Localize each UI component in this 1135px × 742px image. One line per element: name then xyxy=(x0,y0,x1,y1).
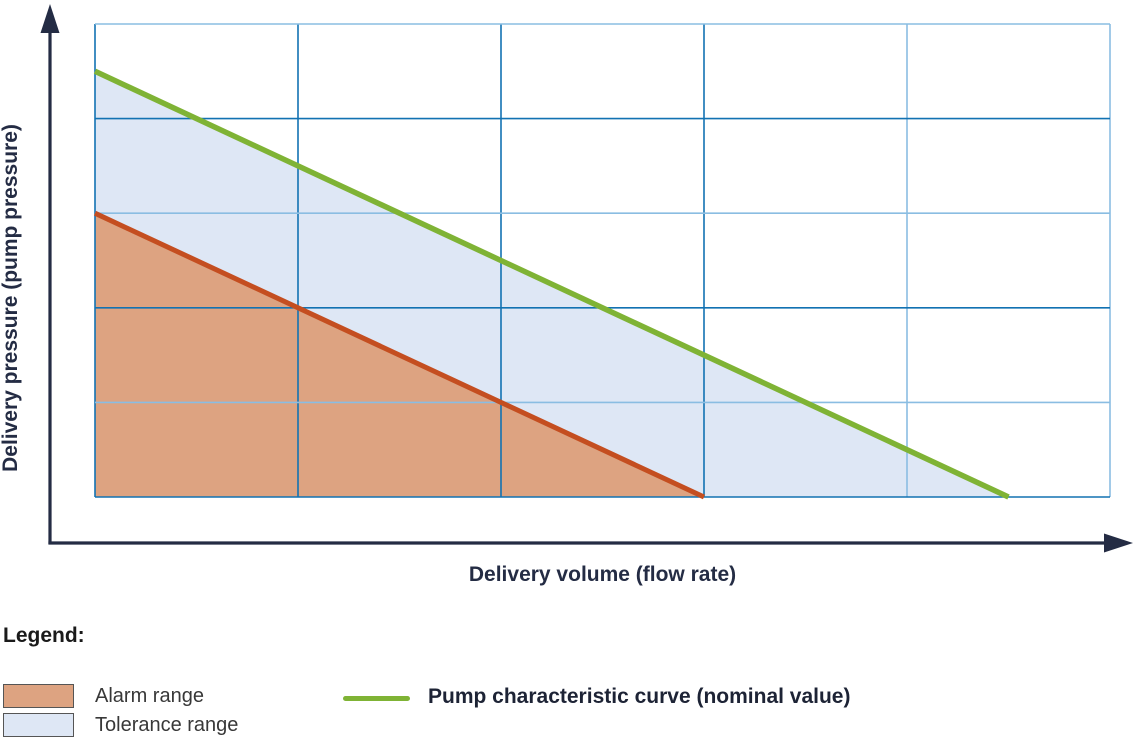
y-axis-label: Delivery pressure (pump pressure) xyxy=(0,124,22,472)
axes xyxy=(40,4,1133,553)
alarm-range-swatch xyxy=(3,684,74,708)
tolerance-range-label: Tolerance range xyxy=(95,714,239,736)
pump-characteristic-curve xyxy=(93,68,1010,500)
x-axis-arrow-icon xyxy=(1104,533,1133,553)
gridlines xyxy=(94,23,1111,498)
alarm-range-boundary-line xyxy=(93,210,706,500)
pump-curve-label: Pump characteristic curve (nominal value… xyxy=(428,685,851,708)
y-axis-arrow-icon xyxy=(40,4,60,33)
legend-heading: Legend: xyxy=(3,624,85,647)
tolerance-range-swatch xyxy=(3,713,74,737)
x-axis-label: Delivery volume (flow rate) xyxy=(468,563,737,586)
pump-curve-swatch xyxy=(343,696,410,701)
chart-plot xyxy=(40,4,1133,553)
curves xyxy=(93,68,1010,500)
alarm-range-label: Alarm range xyxy=(95,685,204,707)
